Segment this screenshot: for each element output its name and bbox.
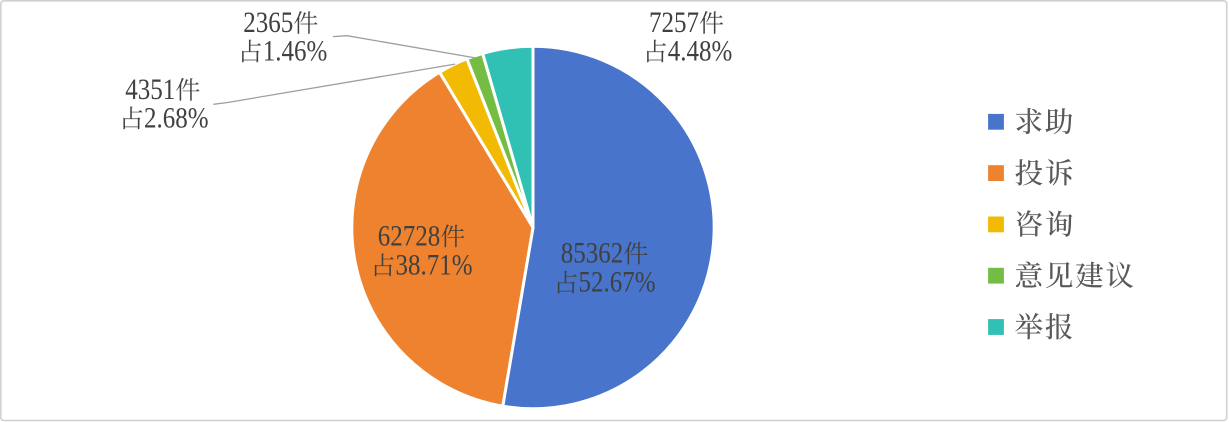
svg-text:2365: 2365 [243,6,293,38]
svg-text:2.68%: 2.68% [144,102,209,134]
svg-text:7257: 7257 [649,6,699,38]
svg-text:1.46%: 1.46% [263,35,328,67]
svg-text:85362: 85362 [561,237,623,269]
svg-text:62728: 62728 [378,220,440,252]
svg-text:38.71%: 38.71% [395,249,472,281]
svg-text:4.48%: 4.48% [668,35,733,67]
svg-text:52.67%: 52.67% [578,266,655,298]
svg-text:4351: 4351 [125,73,175,105]
